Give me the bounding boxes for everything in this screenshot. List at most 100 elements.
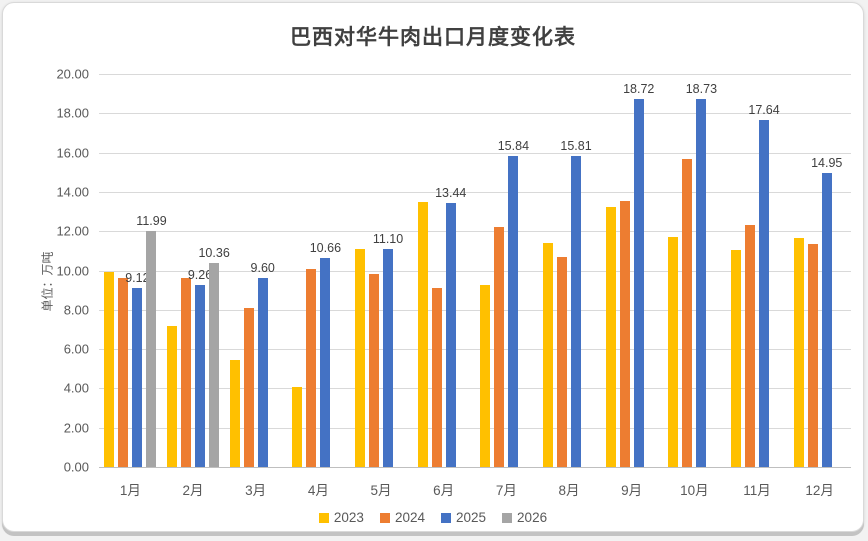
x-axis-label-5月: 5月: [370, 483, 392, 498]
data-label-2025-3月: 9.60: [250, 261, 275, 276]
bar-2023-6月[interactable]: [417, 201, 428, 467]
chart-card: 巴西对华牛肉出口月度变化表 单位：万吨 0.00 2.00 4.00 6.00 8.00…: [2, 2, 864, 532]
bar-2023-12月[interactable]: [793, 238, 804, 467]
y-axis-tick-label: 16.00: [56, 145, 89, 161]
legend-item-2026[interactable]: 2026: [502, 510, 547, 525]
bar-2025-3月[interactable]: [257, 278, 268, 467]
bar-2023-8月[interactable]: [542, 243, 553, 467]
bar-2024-10月[interactable]: [682, 158, 693, 467]
legend-item-2024[interactable]: 2024: [379, 510, 425, 525]
gridline: [99, 152, 851, 154]
gridline: [99, 349, 851, 351]
bar-2023-5月[interactable]: [354, 248, 365, 467]
x-axis-label-4月: 4月: [307, 483, 329, 498]
bar-2025-9月[interactable]: [633, 99, 644, 467]
bar-2024-9月[interactable]: [619, 200, 630, 467]
bar-2023-3月[interactable]: [229, 359, 240, 467]
bar-2025-10月[interactable]: [696, 98, 707, 467]
gridline: [99, 270, 851, 272]
bar-2025-5月[interactable]: [383, 248, 394, 467]
legend-label: 2026: [517, 510, 548, 525]
gridline: [99, 231, 851, 233]
bar-group-7月: 15.84: [475, 74, 538, 467]
bar-2025-4月[interactable]: [320, 257, 331, 467]
data-label-2025-1月: 9.12: [125, 270, 150, 285]
data-label-2026-1月: 11.99: [136, 214, 167, 229]
bar-2025-6月[interactable]: [445, 202, 456, 467]
bar-2023-2月[interactable]: [166, 325, 177, 467]
gridline: [99, 191, 851, 193]
legend-item-2023[interactable]: 2023: [318, 510, 364, 525]
gridline: [99, 113, 851, 115]
bar-2025-1月[interactable]: [132, 287, 143, 467]
legend-label: 2024: [394, 510, 425, 525]
gridline: [99, 388, 851, 390]
gridline: [99, 74, 851, 75]
legend-swatch-icon: [318, 512, 329, 523]
bar-group-6月: 13.44: [412, 74, 475, 467]
bar-2025-12月[interactable]: [821, 173, 832, 467]
x-axis-label-3月: 3月: [245, 483, 267, 498]
x-axis-label-6月: 6月: [433, 483, 455, 498]
x-axis-label-11月: 11月: [743, 483, 771, 498]
y-axis-tick-label: 12.00: [56, 223, 89, 239]
bar-2023-1月[interactable]: [104, 272, 115, 467]
bar-2026-2月[interactable]: [209, 263, 220, 467]
data-label-2025-11月: 17.64: [748, 103, 780, 118]
bar-group-12月: 14.95: [788, 74, 851, 467]
bar-2024-4月[interactable]: [306, 268, 317, 467]
data-label-2025-4月: 10.66: [309, 240, 342, 255]
data-label-2025-9月: 18.72: [623, 82, 655, 97]
bar-group-4月: 10.66: [287, 74, 350, 467]
bar-2025-2月[interactable]: [195, 285, 206, 467]
y-axis-tick-label: 20.00: [56, 66, 89, 82]
legend-item-2025[interactable]: 2025: [441, 510, 486, 525]
y-axis-tick-label: 18.00: [56, 105, 89, 121]
bar-2026-1月[interactable]: [146, 231, 157, 467]
x-axis-label-10月: 10月: [680, 483, 709, 498]
legend-label: 2023: [333, 510, 364, 525]
bar-group-2月: 9.26 10.36: [162, 74, 230, 467]
legend-swatch-icon: [502, 512, 513, 523]
bar-2025-7月[interactable]: [508, 155, 519, 467]
bar-group-5月: 11.10: [350, 74, 413, 467]
bar-2023-9月[interactable]: [605, 206, 616, 467]
bar-2023-7月[interactable]: [480, 285, 491, 467]
x-axis-label-9月: 9月: [621, 483, 643, 498]
bar-2024-1月[interactable]: [118, 278, 129, 467]
bar-2025-8月[interactable]: [571, 156, 582, 467]
legend-swatch-icon: [441, 512, 451, 523]
x-axis-label-2月: 2月: [182, 483, 204, 498]
y-axis-tick-label: 0.00: [63, 459, 89, 475]
bar-2024-6月[interactable]: [431, 288, 442, 467]
bar-2024-5月[interactable]: [368, 274, 379, 467]
data-label-2025-8月: 15.81: [560, 139, 592, 154]
data-label-2025-6月: 13.44: [435, 185, 467, 200]
y-axis-tick-label: 2.00: [63, 420, 89, 436]
gridline: [99, 467, 851, 468]
data-label-2025-5月: 11.10: [372, 231, 404, 246]
bar-2023-10月[interactable]: [668, 237, 679, 467]
bar-2023-11月[interactable]: [730, 249, 741, 467]
bar-group-3月: 9.60: [224, 74, 287, 467]
gridline: [99, 427, 851, 429]
x-axis-label-7月: 7月: [495, 483, 517, 498]
bar-2024-8月[interactable]: [556, 256, 567, 467]
bar-2024-2月[interactable]: [180, 278, 191, 467]
bar-group-1月: 9.12 11.99: [99, 74, 167, 467]
bar-2024-11月[interactable]: [744, 225, 755, 467]
y-axis-tick-label: 10.00: [56, 263, 89, 278]
data-label-2025-12月: 14.95: [811, 156, 843, 171]
bar-group-10月: 18.73: [663, 74, 726, 467]
bar-2024-3月[interactable]: [243, 307, 254, 467]
bar-2024-12月[interactable]: [807, 243, 818, 467]
x-axis-label-1月: 1月: [119, 483, 141, 498]
data-label-2025-10月: 18.73: [685, 81, 718, 96]
bar-2023-4月[interactable]: [292, 387, 303, 467]
bar-2024-7月[interactable]: [494, 227, 505, 467]
x-axis-label-8月: 8月: [558, 483, 580, 498]
legend: 2023 2024 2025 2026: [3, 510, 863, 525]
bar-2025-11月[interactable]: [759, 120, 770, 467]
data-label-2025-7月: 15.84: [497, 138, 530, 153]
data-label-2026-2月: 10.36: [198, 246, 230, 261]
